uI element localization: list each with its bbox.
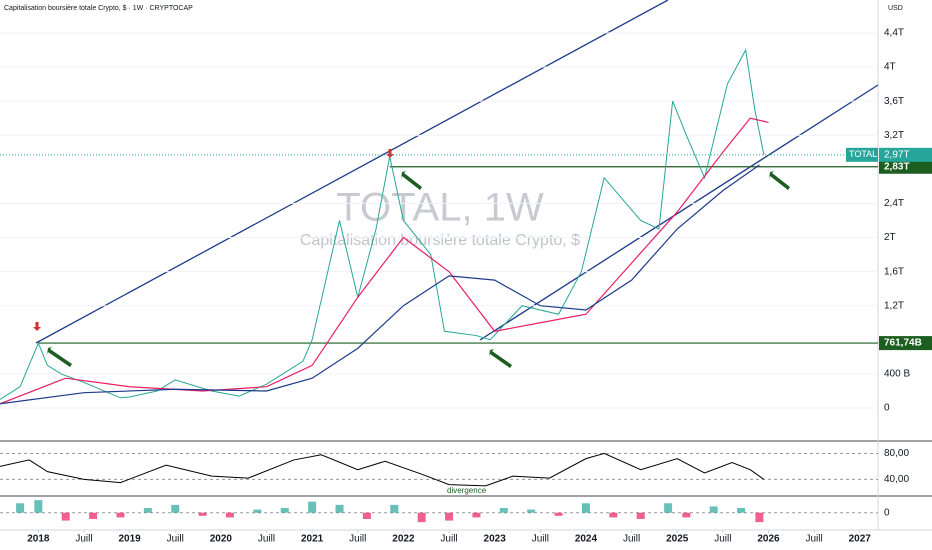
level-label-bg [879, 336, 932, 351]
up-arrow [47, 347, 72, 367]
y-tick-label: 3,2T [884, 130, 904, 141]
histogram-bar [308, 501, 317, 513]
x-tick-label: 2022 [392, 534, 415, 545]
last-name-bg [846, 147, 878, 162]
level-label: 761,74B [884, 338, 922, 349]
y-tick-label: 1,2T [884, 300, 904, 311]
chart-title: Capitalisation boursière totale Crypto, … [4, 5, 193, 12]
histogram-bar [636, 512, 645, 519]
x-tick-label: 2024 [575, 534, 598, 545]
x-tick-label: 2019 [118, 534, 141, 545]
x-tick-label: Juill [623, 534, 640, 545]
y-tick-label: 4,4T [884, 28, 904, 39]
trend-line [479, 84, 879, 341]
y-tick-label: 80,00 [884, 448, 909, 459]
watermark-title: TOTAL, 1W [336, 186, 544, 230]
histogram-bar [709, 506, 718, 513]
histogram-bar [737, 508, 746, 513]
histogram-bar [16, 503, 25, 513]
histogram-bar [581, 503, 590, 513]
histogram-bar [61, 512, 70, 521]
histogram-bar [253, 509, 262, 513]
histogram-bar [554, 512, 563, 516]
y-tick-label: 4T [884, 62, 896, 73]
up-arrow [489, 349, 512, 368]
x-tick-label: 2020 [210, 534, 233, 545]
histogram-bar [417, 512, 426, 523]
y-tick-label: 1,6T [884, 266, 904, 277]
x-tick-label: Juill [714, 534, 731, 545]
histogram-bar [682, 512, 691, 518]
histogram-bar [116, 512, 125, 518]
histogram-bar [499, 508, 508, 513]
histogram-bar [390, 504, 399, 513]
histogram-bar [143, 508, 152, 513]
y-unit: USD [888, 5, 903, 12]
series-line [0, 48, 765, 400]
x-tick-label: Juill [440, 534, 457, 545]
histogram-bar [755, 512, 764, 523]
histogram-bar [664, 503, 673, 513]
histogram-bar [198, 512, 207, 516]
down-arrow [386, 149, 394, 158]
last-price-label: 2,97T [884, 149, 910, 160]
y-tick-label: 400 B [884, 369, 910, 380]
histogram-bar [225, 512, 234, 518]
histogram-bar [472, 512, 481, 518]
x-tick-label: Juill [349, 534, 366, 545]
trend-line [35, 0, 669, 344]
y-tick-label: 2,4T [884, 198, 904, 209]
last-price-bg [879, 147, 932, 162]
x-tick-label: Juill [805, 534, 822, 545]
histogram-bar [527, 509, 536, 513]
histogram-bar [362, 512, 371, 519]
x-tick-label: 2026 [757, 534, 780, 545]
up-arrow [401, 171, 422, 190]
down-arrow [33, 322, 41, 331]
up-arrow [769, 171, 790, 190]
watermark-subtitle: Capitalisation boursière totale Crypto, … [300, 232, 580, 249]
series-line [0, 164, 760, 405]
x-tick-label: 2027 [849, 534, 872, 545]
level-label: 2,83T [884, 161, 910, 172]
x-tick-label: 2021 [301, 534, 324, 545]
y-tick-label: 2T [884, 232, 896, 243]
histogram-bar [280, 508, 289, 513]
y-tick-label: 3,6T [884, 96, 904, 107]
histogram-bar [171, 504, 180, 513]
x-tick-label: 2023 [484, 534, 507, 545]
x-tick-label: Juill [258, 534, 275, 545]
level-label-bg [879, 159, 932, 174]
y-tick-label: 0 [884, 403, 890, 414]
annotation: divergence [447, 486, 487, 495]
x-tick-label: Juill [532, 534, 549, 545]
x-tick-label: Juill [75, 534, 92, 545]
histogram-bar [445, 512, 454, 521]
histogram-bar [335, 504, 344, 513]
x-tick-label: 2018 [27, 534, 50, 545]
series-line [0, 452, 765, 487]
histogram-bar [609, 512, 618, 518]
histogram-bar [89, 512, 98, 519]
y-tick-label: 0 [884, 507, 890, 518]
x-tick-label: Juill [167, 534, 184, 545]
x-tick-label: 2025 [666, 534, 689, 545]
histogram-bar [34, 500, 43, 513]
y-tick-label: 40,00 [884, 474, 909, 485]
last-name: TOTAL [849, 149, 877, 159]
